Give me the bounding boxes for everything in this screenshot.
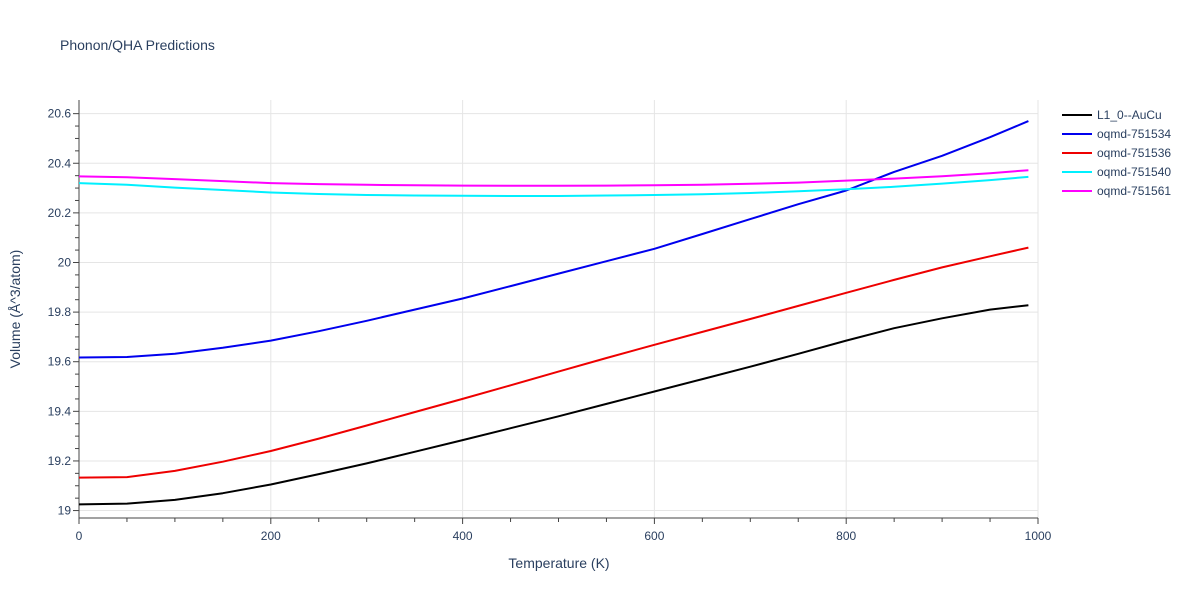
y-tick-label: 20.6 bbox=[48, 107, 72, 121]
plot-area: 0 200 400 600 800 1000 19 19.2 19.4 19.6 19.8 20 20.… bbox=[48, 100, 1052, 543]
legend-label[interactable]: oqmd-751540 bbox=[1097, 165, 1171, 179]
x-tick-label: 800 bbox=[836, 529, 856, 543]
legend-label[interactable]: oqmd-751561 bbox=[1097, 184, 1171, 198]
chart-title: Phonon/QHA Predictions bbox=[60, 37, 215, 53]
x-tick-label: 600 bbox=[644, 529, 664, 543]
legend[interactable]: L1_0--AuCu oqmd-751534 oqmd-751536 oqmd-751… bbox=[1062, 108, 1171, 198]
y-tick-label: 19.4 bbox=[48, 404, 72, 418]
x-tick-label: 1000 bbox=[1025, 529, 1052, 543]
series-line-oqmd-751534[interactable] bbox=[78, 120, 1029, 359]
x-axis-title: Temperature (K) bbox=[508, 555, 609, 571]
series-line-oqmd-751561[interactable] bbox=[78, 169, 1029, 187]
x-tick-label: 200 bbox=[261, 529, 281, 543]
x-tick-label: 400 bbox=[453, 529, 473, 543]
y-tick-label: 20.4 bbox=[48, 156, 72, 170]
legend-label[interactable]: L1_0--AuCu bbox=[1097, 108, 1162, 122]
y-tick-label: 19 bbox=[58, 504, 72, 518]
y-tick-label: 19.8 bbox=[48, 305, 72, 319]
x-tick-label: 0 bbox=[76, 529, 83, 543]
series-line-oqmd-751536[interactable] bbox=[78, 246, 1029, 479]
y-tick-label: 19.2 bbox=[48, 454, 72, 468]
y-tick-label: 20.2 bbox=[48, 206, 72, 220]
legend-label[interactable]: oqmd-751534 bbox=[1097, 127, 1171, 141]
y-axis-title: Volume (Å^3/atom) bbox=[7, 250, 23, 369]
series-line-oqmd-751540[interactable] bbox=[78, 175, 1029, 197]
y-tick-label: 19.6 bbox=[48, 355, 72, 369]
legend-label[interactable]: oqmd-751536 bbox=[1097, 146, 1171, 160]
series-line-L1_0--AuCu[interactable] bbox=[78, 304, 1029, 506]
y-tick-label: 20 bbox=[58, 255, 72, 269]
